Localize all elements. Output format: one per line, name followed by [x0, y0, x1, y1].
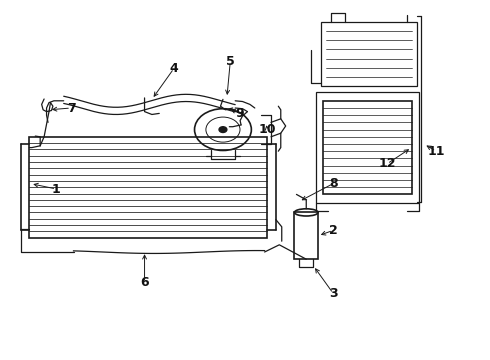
Text: 4: 4	[170, 62, 178, 75]
Text: 2: 2	[329, 224, 338, 237]
Text: 3: 3	[329, 287, 338, 300]
Text: 12: 12	[378, 157, 396, 170]
Bar	[321, 22, 416, 86]
Text: 8: 8	[329, 177, 338, 190]
Bar	[29, 137, 267, 238]
Bar	[294, 212, 318, 259]
Text: 1: 1	[52, 183, 61, 195]
Circle shape	[219, 127, 227, 132]
Text: 11: 11	[427, 145, 445, 158]
Text: 7: 7	[67, 102, 75, 114]
Text: 6: 6	[140, 276, 149, 289]
Bar	[316, 92, 419, 203]
Bar	[323, 101, 412, 194]
Text: 10: 10	[258, 123, 276, 136]
Text: 5: 5	[226, 55, 235, 68]
Text: 9: 9	[236, 107, 245, 120]
